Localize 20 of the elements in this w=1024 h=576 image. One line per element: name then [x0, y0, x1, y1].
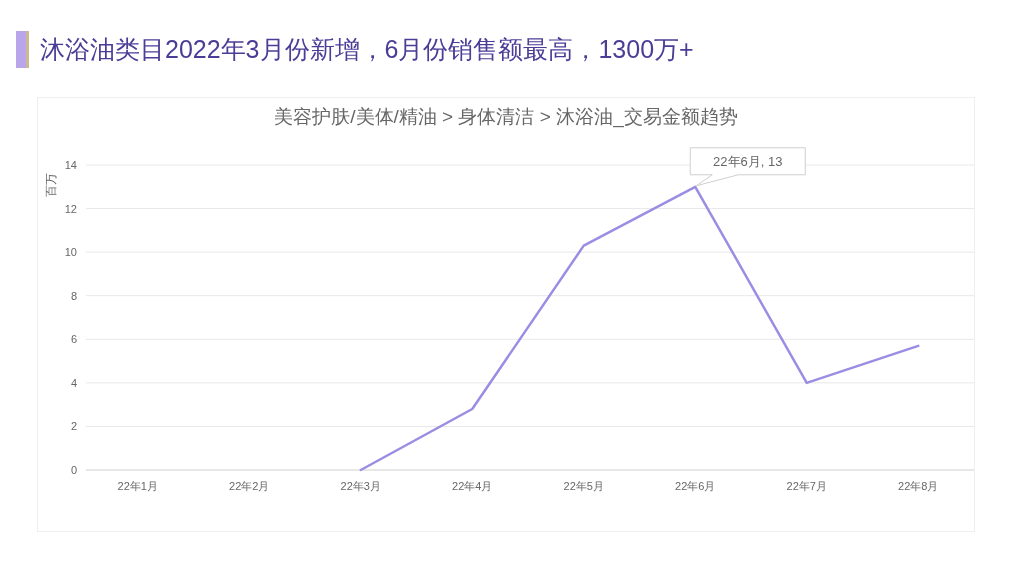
y-tick-label: 10	[64, 246, 77, 259]
x-tick-label: 22年2月	[229, 480, 270, 492]
x-tick-label: 22年3月	[340, 480, 381, 492]
y-tick-label: 0	[70, 464, 77, 476]
y-tick-label: 4	[70, 376, 77, 389]
annotation: 22年6月, 13	[713, 153, 783, 169]
subtitle: 美容护肤/美体/精油 > 身体清洁 > 沐浴油_交易金额趋势	[274, 106, 738, 127]
x-tick-label: 22年7月	[786, 480, 827, 492]
y-tick-label: 6	[70, 333, 77, 346]
x-tick-label: 22年6月	[675, 480, 716, 492]
ylabel: 百万	[44, 173, 58, 197]
y-tick-label: 14	[64, 159, 77, 171]
y-tick-label: 12	[64, 202, 77, 215]
x-tick-label: 22年4月	[452, 480, 493, 492]
y-tick-label: 2	[70, 420, 77, 433]
x-tick-label: 22年1月	[117, 480, 158, 492]
title: 沐浴油类目2022年3月份新增，6月份销售额最高，1300万+	[40, 35, 694, 63]
x-tick-label: 22年5月	[563, 480, 604, 492]
y-tick-label: 8	[70, 289, 77, 302]
x-tick-label: 22年8月	[898, 480, 939, 492]
